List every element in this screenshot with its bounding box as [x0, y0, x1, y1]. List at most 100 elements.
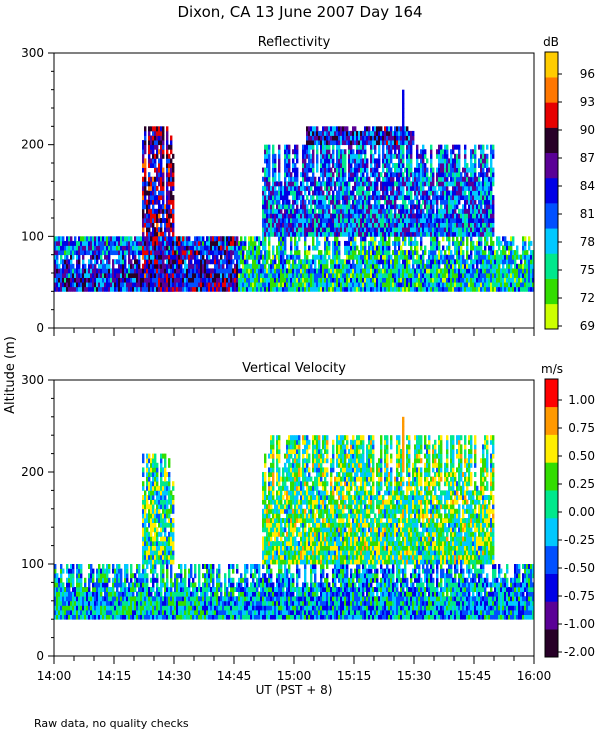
heatmap-cell	[60, 250, 63, 256]
heatmap-cell	[332, 190, 335, 196]
heatmap-cell	[376, 204, 379, 210]
heatmap-cell	[338, 195, 341, 201]
heatmap-cell	[416, 254, 419, 260]
heatmap-cell	[278, 213, 281, 219]
heatmap-cell	[448, 167, 451, 173]
heatmap-cell	[92, 263, 95, 269]
heatmap-cell	[422, 259, 425, 265]
heatmap-cell	[502, 268, 505, 274]
heatmap-cell	[272, 254, 275, 260]
heatmap-cell	[428, 190, 431, 196]
heatmap-cell	[384, 185, 387, 191]
heatmap-cell	[320, 282, 323, 288]
heatmap-cell	[102, 277, 105, 283]
heatmap-cell	[356, 149, 359, 155]
heatmap-cell	[480, 254, 483, 260]
heatmap-cell	[462, 263, 465, 269]
heatmap-cell	[250, 277, 253, 283]
heatmap-cell	[234, 236, 237, 242]
heatmap-cell	[416, 163, 419, 168]
heatmap-cell	[158, 163, 161, 168]
heatmap-cell	[54, 254, 57, 260]
heatmap-cell	[452, 254, 455, 260]
heatmap-cell	[480, 245, 483, 251]
heatmap-cell	[358, 231, 361, 237]
heatmap-cell	[88, 282, 91, 288]
heatmap-cell	[328, 213, 331, 219]
heatmap-cell	[376, 222, 379, 228]
heatmap-cell	[456, 163, 459, 168]
heatmap-cell	[202, 254, 205, 260]
heatmap-cell	[148, 240, 151, 246]
heatmap-cell	[68, 259, 71, 265]
heatmap-cell	[164, 263, 167, 269]
heatmap-cell	[206, 268, 209, 274]
heatmap-cell	[344, 231, 347, 237]
heatmap-cell	[288, 282, 291, 288]
heatmap-cell	[430, 167, 433, 173]
heatmap-cell	[142, 245, 145, 251]
heatmap-cell	[266, 213, 269, 219]
heatmap-cell	[382, 144, 385, 150]
heatmap-cell	[368, 195, 371, 201]
heatmap-cell	[284, 282, 287, 288]
heatmap-cell	[348, 227, 351, 233]
heatmap-cell	[464, 144, 467, 150]
heatmap-cell	[284, 259, 287, 265]
heatmap-cell	[74, 240, 77, 246]
heatmap-cell	[464, 231, 467, 237]
heatmap-cell	[282, 273, 285, 278]
heatmap-cell	[376, 195, 379, 201]
heatmap-cell	[442, 176, 445, 182]
heatmap-cell	[374, 227, 377, 233]
heatmap-cell	[320, 259, 323, 265]
heatmap-cell	[438, 263, 441, 269]
heatmap-cell	[336, 204, 339, 210]
heatmap-cell	[384, 153, 387, 159]
heatmap-cell	[360, 149, 363, 155]
heatmap-cell	[312, 222, 315, 228]
heatmap-cell	[92, 282, 95, 288]
heatmap-cell	[396, 231, 399, 237]
heatmap-cell	[318, 259, 321, 265]
heatmap-cell	[384, 176, 387, 182]
heatmap-cell	[374, 195, 377, 201]
heatmap-cell	[354, 158, 357, 164]
heatmap-cell	[426, 273, 429, 278]
heatmap-cell	[436, 268, 439, 274]
heatmap-cell	[464, 213, 467, 219]
heatmap-cell	[362, 163, 365, 168]
heatmap-cell	[108, 282, 111, 288]
heatmap-cell	[454, 218, 457, 223]
heatmap-cell	[334, 213, 337, 219]
heatmap-cell	[288, 259, 291, 265]
heatmap-cell	[312, 277, 315, 283]
heatmap-cell	[360, 163, 363, 168]
heatmap-cell	[106, 245, 109, 251]
heatmap-cell	[372, 158, 375, 164]
heatmap-cell	[438, 213, 441, 219]
heatmap-cell	[398, 208, 401, 214]
heatmap-cell	[524, 277, 527, 283]
heatmap-cell	[146, 282, 149, 288]
heatmap-cell	[328, 240, 331, 246]
heatmap-cell	[120, 273, 123, 278]
heatmap-cell	[170, 140, 173, 146]
heatmap-cell	[126, 236, 129, 242]
heatmap-cell	[368, 268, 371, 274]
heatmap-cell	[158, 236, 161, 242]
heatmap-cell	[362, 218, 365, 223]
heatmap-cell	[412, 268, 415, 274]
heatmap-cell	[278, 250, 281, 256]
heatmap-cell	[320, 144, 323, 150]
heatmap-cell	[200, 240, 203, 246]
heatmap-cell	[218, 268, 221, 274]
heatmap-cell	[328, 254, 331, 260]
heatmap-cell	[284, 213, 287, 219]
heatmap-cell	[174, 286, 177, 292]
heatmap-cell	[384, 218, 387, 223]
heatmap-cell	[410, 208, 413, 214]
heatmap-cell	[336, 208, 339, 214]
heatmap-cell	[496, 273, 499, 278]
heatmap-cell	[454, 172, 457, 178]
